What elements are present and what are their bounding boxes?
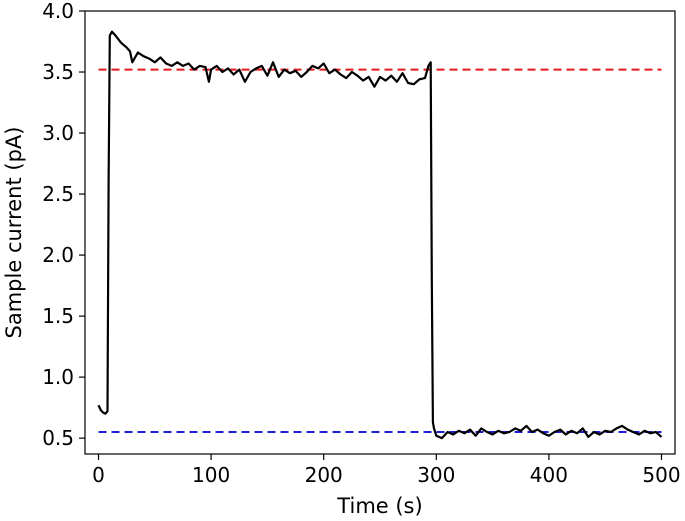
y-tick-label: 4.0 <box>42 0 74 23</box>
y-tick-label: 1.5 <box>42 304 74 328</box>
x-tick-label: 300 <box>417 463 455 487</box>
y-tick-label: 3.0 <box>42 121 74 145</box>
y-tick-label: 1.0 <box>42 365 74 389</box>
x-axis: 0 100 200 300 400 500 <box>92 454 681 487</box>
y-axis: 0.5 1.0 1.5 2.0 2.5 3.0 3.5 4.0 <box>42 0 85 450</box>
x-axis-label: Time (s) <box>336 494 422 518</box>
plot-area <box>97 30 663 440</box>
y-tick-label: 2.0 <box>42 243 74 267</box>
y-tick-label: 0.5 <box>42 426 74 450</box>
y-tick-label: 3.5 <box>42 60 74 84</box>
y-tick-label: 2.5 <box>42 182 74 206</box>
x-tick-label: 400 <box>530 463 568 487</box>
x-tick-label: 200 <box>305 463 343 487</box>
y-axis-label: Sample current (pA) <box>2 127 26 339</box>
x-tick-label: 500 <box>642 463 680 487</box>
axes-frame <box>84 10 676 455</box>
series-line-1 <box>97 30 663 440</box>
x-tick-label: 0 <box>92 463 105 487</box>
x-tick-label: 100 <box>192 463 230 487</box>
